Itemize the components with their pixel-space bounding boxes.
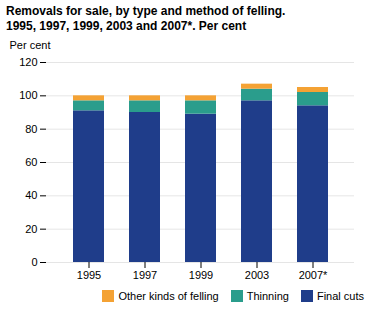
svg-text:100: 100 [19,89,37,101]
html-text:Removals for sale, by type and: Removals for sale, by type and method of… [6,4,286,18]
svg-text:1995: 1995 [77,269,101,281]
html-text:Other kinds of felling: Other kinds of felling [118,290,219,302]
svg-text:20: 20 [25,223,37,235]
svg-text:1999: 1999 [189,269,213,281]
svg-text:2003: 2003 [245,269,269,281]
svg-text:0: 0 [31,256,37,268]
html-text:1995, 1997, 1999, 2003 and 200: 1995, 1997, 1999, 2003 and 2007*. Per ce… [6,19,247,33]
svg-text:120: 120 [19,56,37,68]
svg-text:1997: 1997 [133,269,157,281]
svg-text:60: 60 [25,156,37,168]
html-text:Final cuts: Final cuts [316,290,364,302]
svg-text:80: 80 [25,123,37,135]
svg-text:2007*: 2007* [299,269,328,281]
svg-text:40: 40 [25,189,37,201]
svg-text:Per cent: Per cent [10,39,51,51]
html-text:Thinning: Thinning [246,290,289,302]
